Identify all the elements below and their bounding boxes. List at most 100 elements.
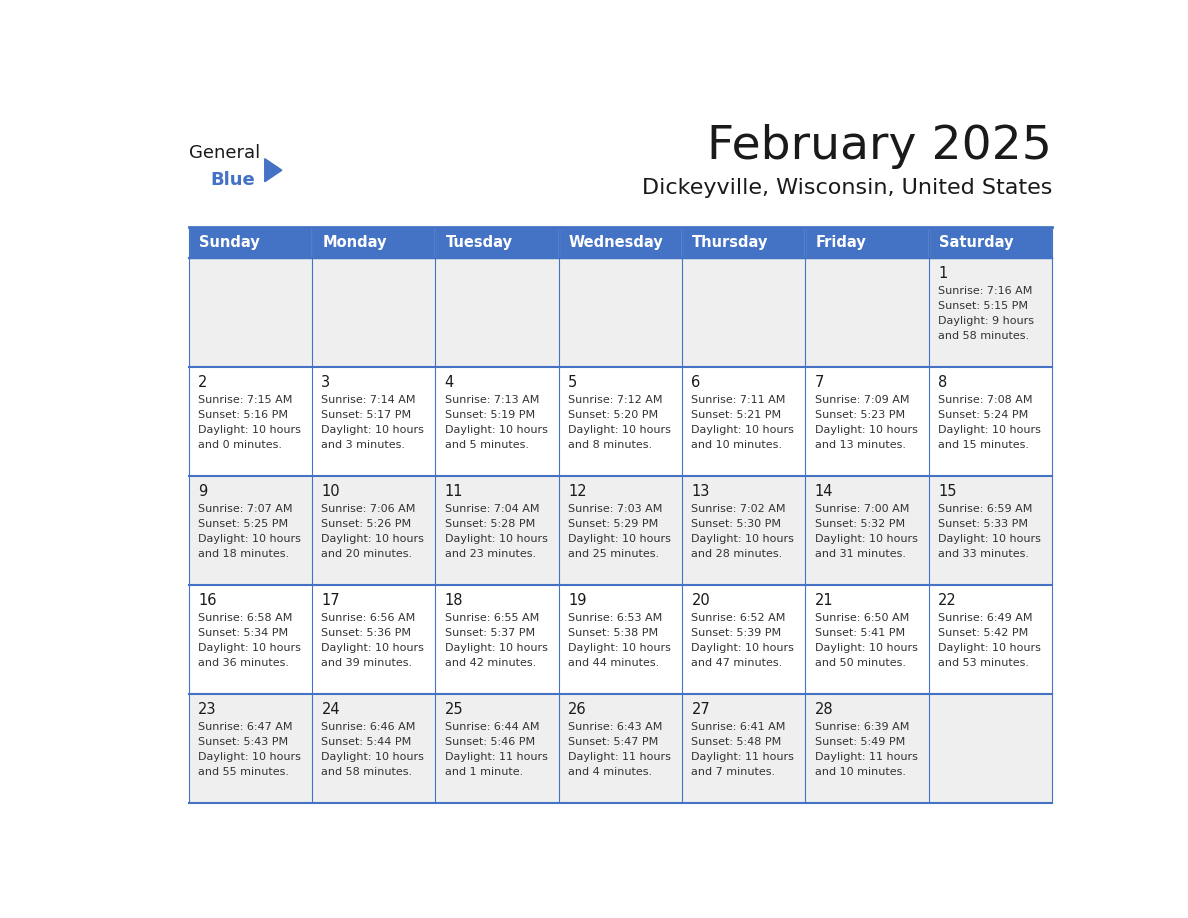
Text: 4: 4 (444, 375, 454, 390)
Text: Sunset: 5:29 PM: Sunset: 5:29 PM (568, 519, 658, 529)
Text: Sunset: 5:23 PM: Sunset: 5:23 PM (815, 409, 905, 420)
Text: Sunset: 5:26 PM: Sunset: 5:26 PM (322, 519, 411, 529)
Bar (189, 585, 312, 694)
Text: Sunrise: 7:03 AM: Sunrise: 7:03 AM (568, 504, 663, 514)
Text: Daylight: 10 hours: Daylight: 10 hours (198, 643, 301, 653)
Text: and 10 minutes.: and 10 minutes. (691, 440, 783, 450)
Text: Sunrise: 6:52 AM: Sunrise: 6:52 AM (691, 613, 785, 622)
Bar (558, 585, 682, 694)
Text: Sunset: 5:17 PM: Sunset: 5:17 PM (322, 409, 411, 420)
Text: Daylight: 10 hours: Daylight: 10 hours (198, 533, 301, 543)
Text: and 15 minutes.: and 15 minutes. (939, 440, 1029, 450)
Text: Daylight: 10 hours: Daylight: 10 hours (815, 533, 917, 543)
Text: 8: 8 (939, 375, 947, 390)
Text: Sunday: Sunday (198, 235, 260, 250)
Text: Blue: Blue (210, 172, 255, 189)
Text: 15: 15 (939, 484, 956, 498)
Text: and 28 minutes.: and 28 minutes. (691, 549, 783, 559)
Text: 7: 7 (815, 375, 824, 390)
Bar (682, 367, 805, 476)
Bar (189, 694, 312, 803)
Bar (929, 258, 1053, 367)
Bar (805, 227, 929, 258)
Text: and 25 minutes.: and 25 minutes. (568, 549, 659, 559)
Text: and 36 minutes.: and 36 minutes. (198, 658, 289, 668)
Text: 3: 3 (322, 375, 330, 390)
Text: 9: 9 (198, 484, 208, 498)
Text: 19: 19 (568, 593, 587, 608)
Text: Daylight: 11 hours: Daylight: 11 hours (815, 752, 917, 762)
Text: Daylight: 10 hours: Daylight: 10 hours (691, 643, 795, 653)
Text: 12: 12 (568, 484, 587, 498)
Text: Sunrise: 6:49 AM: Sunrise: 6:49 AM (939, 613, 1032, 622)
Text: 13: 13 (691, 484, 709, 498)
Bar (189, 367, 312, 476)
Text: Thursday: Thursday (693, 235, 769, 250)
Text: and 20 minutes.: and 20 minutes. (322, 549, 412, 559)
Text: Sunset: 5:38 PM: Sunset: 5:38 PM (568, 628, 658, 638)
Text: Daylight: 11 hours: Daylight: 11 hours (691, 752, 795, 762)
Text: Sunset: 5:34 PM: Sunset: 5:34 PM (198, 628, 289, 638)
Bar (682, 227, 805, 258)
Text: Sunrise: 6:44 AM: Sunrise: 6:44 AM (444, 722, 539, 732)
Bar (558, 258, 682, 367)
Text: Sunset: 5:32 PM: Sunset: 5:32 PM (815, 519, 905, 529)
Text: Sunrise: 7:16 AM: Sunrise: 7:16 AM (939, 285, 1032, 296)
Text: Daylight: 10 hours: Daylight: 10 hours (815, 425, 917, 435)
Bar (805, 585, 929, 694)
Text: Sunset: 5:28 PM: Sunset: 5:28 PM (444, 519, 535, 529)
Text: Sunrise: 6:47 AM: Sunrise: 6:47 AM (198, 722, 292, 732)
Text: 20: 20 (691, 593, 710, 608)
Text: and 39 minutes.: and 39 minutes. (322, 658, 412, 668)
Text: Sunset: 5:20 PM: Sunset: 5:20 PM (568, 409, 658, 420)
Text: Saturday: Saturday (939, 235, 1013, 250)
Bar (312, 227, 436, 258)
Text: Sunset: 5:16 PM: Sunset: 5:16 PM (198, 409, 289, 420)
Bar (929, 476, 1053, 585)
Text: 2: 2 (198, 375, 208, 390)
Bar (929, 585, 1053, 694)
Text: Sunset: 5:44 PM: Sunset: 5:44 PM (322, 737, 412, 747)
Bar (805, 694, 929, 803)
Text: Sunrise: 7:12 AM: Sunrise: 7:12 AM (568, 395, 663, 405)
Text: and 0 minutes.: and 0 minutes. (198, 440, 282, 450)
Text: 14: 14 (815, 484, 833, 498)
Bar (312, 585, 436, 694)
Text: Sunset: 5:19 PM: Sunset: 5:19 PM (444, 409, 535, 420)
Bar (189, 258, 312, 367)
Bar (682, 258, 805, 367)
Text: Sunset: 5:21 PM: Sunset: 5:21 PM (691, 409, 782, 420)
Text: Sunrise: 7:13 AM: Sunrise: 7:13 AM (444, 395, 539, 405)
Bar (805, 476, 929, 585)
Text: 23: 23 (198, 702, 216, 717)
Text: and 47 minutes.: and 47 minutes. (691, 658, 783, 668)
Text: Sunset: 5:33 PM: Sunset: 5:33 PM (939, 519, 1028, 529)
Text: 5: 5 (568, 375, 577, 390)
Bar (436, 585, 558, 694)
Text: and 3 minutes.: and 3 minutes. (322, 440, 405, 450)
Text: 22: 22 (939, 593, 956, 608)
Text: 16: 16 (198, 593, 216, 608)
Text: 17: 17 (322, 593, 340, 608)
Text: Friday: Friday (815, 235, 866, 250)
Text: Sunset: 5:47 PM: Sunset: 5:47 PM (568, 737, 658, 747)
Text: Daylight: 10 hours: Daylight: 10 hours (322, 643, 424, 653)
Text: Sunrise: 6:56 AM: Sunrise: 6:56 AM (322, 613, 416, 622)
Text: Sunrise: 6:59 AM: Sunrise: 6:59 AM (939, 504, 1032, 514)
Text: Sunrise: 7:08 AM: Sunrise: 7:08 AM (939, 395, 1032, 405)
Text: Daylight: 11 hours: Daylight: 11 hours (568, 752, 671, 762)
Text: and 7 minutes.: and 7 minutes. (691, 767, 776, 777)
Text: and 5 minutes.: and 5 minutes. (444, 440, 529, 450)
Text: Wednesday: Wednesday (569, 235, 664, 250)
Text: 25: 25 (444, 702, 463, 717)
Text: 18: 18 (444, 593, 463, 608)
Text: Daylight: 10 hours: Daylight: 10 hours (815, 643, 917, 653)
Text: Sunset: 5:43 PM: Sunset: 5:43 PM (198, 737, 289, 747)
Bar (312, 258, 436, 367)
Text: Sunset: 5:49 PM: Sunset: 5:49 PM (815, 737, 905, 747)
Bar (312, 694, 436, 803)
Text: Daylight: 10 hours: Daylight: 10 hours (939, 643, 1041, 653)
Text: Sunset: 5:48 PM: Sunset: 5:48 PM (691, 737, 782, 747)
Text: 11: 11 (444, 484, 463, 498)
Text: 1: 1 (939, 265, 947, 281)
